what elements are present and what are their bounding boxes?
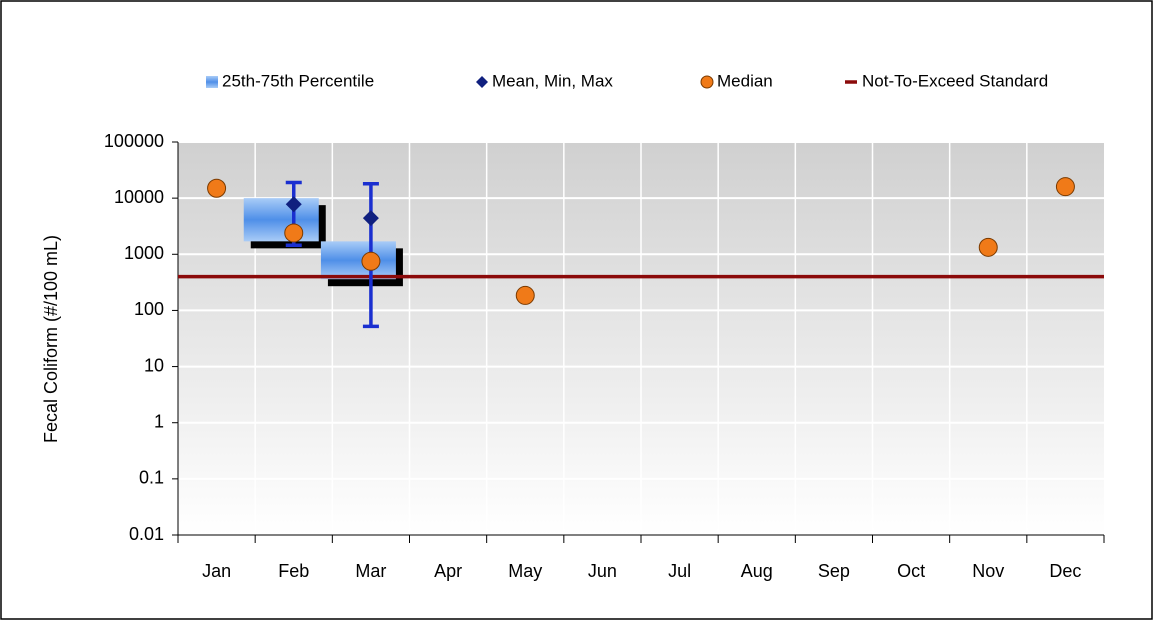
x-tick-label: Feb xyxy=(278,561,309,581)
legend-box-icon xyxy=(206,76,218,88)
median-marker xyxy=(978,237,998,257)
x-tick-label: Jun xyxy=(588,561,617,581)
y-tick-label: 10000 xyxy=(114,187,164,207)
y-tick-label: 1000 xyxy=(124,243,164,263)
legend-diamond-icon xyxy=(476,76,488,88)
y-tick-label: 100 xyxy=(134,299,164,319)
median-marker xyxy=(361,251,381,271)
legend-circle-icon xyxy=(700,75,714,89)
median-marker xyxy=(207,178,227,198)
legend-label: Mean, Min, Max xyxy=(492,71,613,90)
y-tick-label: 1 xyxy=(154,411,164,431)
y-tick-label: 0.1 xyxy=(139,468,164,488)
y-axis-label: Fecal Coliform (#/100 mL) xyxy=(41,235,61,443)
legend-label: Not-To-Exceed Standard xyxy=(862,71,1048,90)
median-marker xyxy=(515,285,535,305)
mean-marker xyxy=(362,210,379,227)
mean-marker xyxy=(285,196,302,213)
x-tick-label: Dec xyxy=(1049,561,1081,581)
box xyxy=(320,241,396,280)
x-tick-label: Oct xyxy=(897,561,925,581)
x-tick-label: Sep xyxy=(818,561,850,581)
x-tick-label: Jul xyxy=(668,561,691,581)
legend-label: 25th-75th Percentile xyxy=(222,71,374,90)
y-tick-label: 0.01 xyxy=(129,524,164,544)
x-tick-label: Jan xyxy=(202,561,231,581)
y-tick-label: 100000 xyxy=(104,131,164,151)
median-marker xyxy=(284,223,304,243)
x-tick-label: May xyxy=(508,561,542,581)
median-marker xyxy=(1055,177,1075,197)
x-tick-label: Apr xyxy=(434,561,462,581)
y-tick-label: 10 xyxy=(144,355,164,375)
x-tick-label: Nov xyxy=(972,561,1004,581)
x-tick-label: Mar xyxy=(355,561,386,581)
legend-label: Median xyxy=(717,71,773,90)
x-tick-label: Aug xyxy=(741,561,773,581)
box xyxy=(243,198,319,242)
